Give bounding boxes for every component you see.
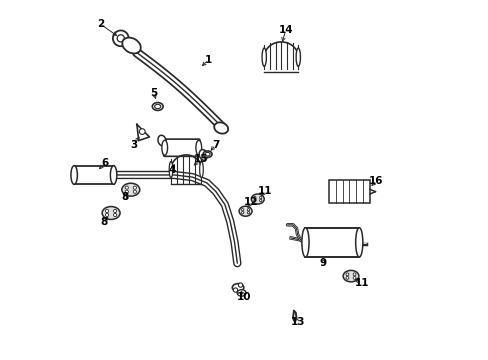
Circle shape bbox=[346, 276, 348, 279]
Circle shape bbox=[125, 186, 128, 189]
Circle shape bbox=[113, 213, 117, 217]
Ellipse shape bbox=[152, 103, 163, 111]
Text: 9: 9 bbox=[319, 258, 325, 268]
Polygon shape bbox=[137, 125, 149, 140]
Circle shape bbox=[113, 31, 128, 46]
Ellipse shape bbox=[237, 290, 245, 296]
Circle shape bbox=[113, 210, 117, 213]
Ellipse shape bbox=[110, 166, 117, 184]
Ellipse shape bbox=[239, 206, 251, 216]
Text: 5: 5 bbox=[150, 88, 157, 98]
Circle shape bbox=[105, 213, 108, 217]
Text: 4: 4 bbox=[168, 165, 175, 175]
Ellipse shape bbox=[203, 151, 212, 157]
Ellipse shape bbox=[196, 140, 201, 155]
Circle shape bbox=[346, 273, 348, 276]
Circle shape bbox=[253, 199, 256, 202]
Circle shape bbox=[139, 129, 145, 134]
Circle shape bbox=[352, 276, 355, 279]
Ellipse shape bbox=[199, 162, 203, 178]
Ellipse shape bbox=[296, 48, 300, 66]
Circle shape bbox=[125, 190, 128, 193]
Text: 13: 13 bbox=[290, 318, 304, 327]
Text: 10: 10 bbox=[237, 292, 251, 302]
Ellipse shape bbox=[301, 228, 308, 257]
Circle shape bbox=[233, 288, 237, 292]
Circle shape bbox=[238, 283, 242, 287]
Ellipse shape bbox=[158, 135, 166, 146]
Text: 12: 12 bbox=[243, 197, 258, 207]
Text: 11: 11 bbox=[258, 186, 272, 197]
Circle shape bbox=[117, 35, 124, 42]
Circle shape bbox=[241, 211, 244, 214]
Text: 8: 8 bbox=[100, 217, 107, 227]
Bar bbox=[74, 166, 113, 184]
Text: 14: 14 bbox=[278, 25, 292, 35]
Circle shape bbox=[241, 208, 244, 211]
Text: 2: 2 bbox=[97, 19, 104, 29]
Ellipse shape bbox=[122, 37, 141, 53]
Ellipse shape bbox=[355, 228, 362, 257]
Ellipse shape bbox=[204, 152, 210, 156]
Circle shape bbox=[253, 197, 256, 199]
Ellipse shape bbox=[162, 140, 167, 155]
Ellipse shape bbox=[102, 207, 120, 220]
Ellipse shape bbox=[343, 270, 358, 282]
FancyBboxPatch shape bbox=[163, 139, 200, 156]
Text: 11: 11 bbox=[354, 278, 368, 288]
Circle shape bbox=[352, 273, 355, 276]
Text: 8: 8 bbox=[121, 192, 128, 202]
Ellipse shape bbox=[71, 166, 77, 184]
Ellipse shape bbox=[199, 150, 207, 160]
Text: 7: 7 bbox=[212, 140, 219, 150]
Text: 15: 15 bbox=[193, 154, 207, 164]
Ellipse shape bbox=[251, 194, 264, 204]
Text: 3: 3 bbox=[130, 140, 138, 150]
Ellipse shape bbox=[262, 48, 266, 66]
Circle shape bbox=[247, 211, 249, 214]
Ellipse shape bbox=[154, 104, 161, 109]
Circle shape bbox=[105, 210, 108, 213]
Text: 16: 16 bbox=[368, 176, 383, 186]
Circle shape bbox=[247, 208, 249, 211]
Ellipse shape bbox=[214, 122, 228, 134]
Ellipse shape bbox=[169, 162, 172, 178]
Circle shape bbox=[259, 199, 261, 202]
Ellipse shape bbox=[122, 183, 140, 196]
Ellipse shape bbox=[232, 284, 244, 292]
Bar bbox=[305, 228, 359, 257]
Circle shape bbox=[259, 197, 261, 199]
Circle shape bbox=[133, 190, 136, 193]
Bar bbox=[328, 180, 369, 203]
Text: 6: 6 bbox=[102, 158, 109, 168]
Circle shape bbox=[133, 186, 136, 189]
Text: 1: 1 bbox=[204, 55, 212, 65]
